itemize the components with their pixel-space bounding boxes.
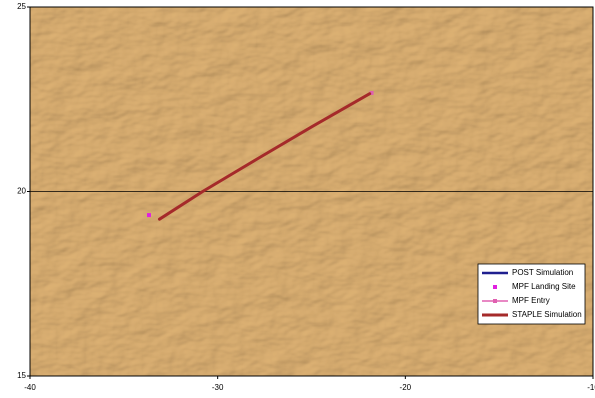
data-point <box>147 213 151 217</box>
legend: POST Simulation MPF Landing Site MPF Entry… <box>478 264 585 324</box>
x-tick-label: -30 <box>212 383 224 392</box>
x-tick-label: -20 <box>400 383 412 392</box>
x-tick-label: -10 <box>587 383 595 392</box>
y-tick-label: 20 <box>17 187 26 196</box>
legend-swatch <box>493 299 497 303</box>
legend-swatch <box>493 285 497 289</box>
legend-label: STAPLE Simulation <box>512 310 582 319</box>
chart: POST Simulation MPF Landing Site MPF Entry… <box>0 0 595 398</box>
y-tick-label: 25 <box>17 2 26 11</box>
legend-label: MPF Entry <box>512 296 550 305</box>
x-tick-label: -40 <box>24 383 36 392</box>
legend-label: MPF Landing Site <box>512 282 576 291</box>
legend-label: POST Simulation <box>512 268 573 277</box>
y-tick-label: 15 <box>17 371 26 380</box>
